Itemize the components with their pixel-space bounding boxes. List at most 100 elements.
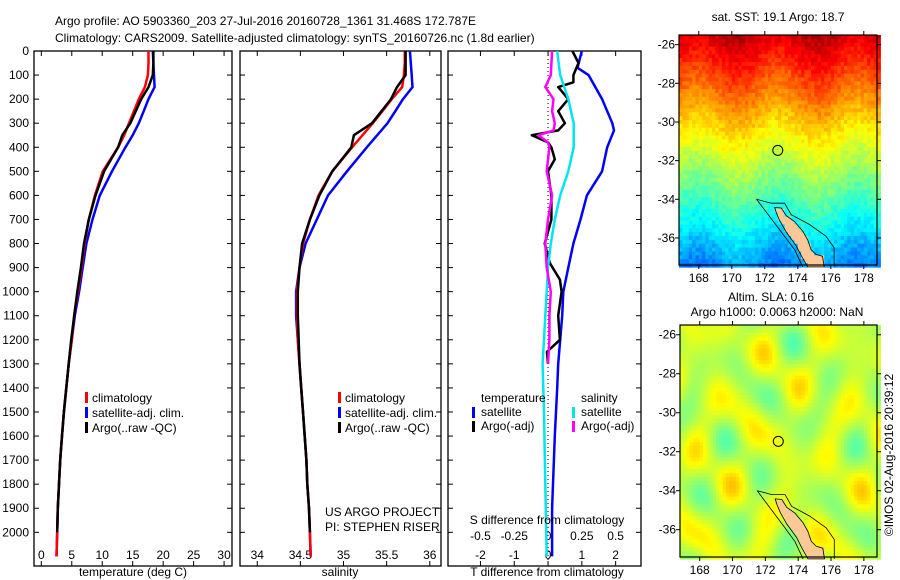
map-cell xyxy=(840,89,845,94)
map-cell xyxy=(771,58,776,63)
map-cell xyxy=(748,251,753,256)
map-cell xyxy=(811,383,816,388)
map-cell xyxy=(867,356,871,361)
map-cell xyxy=(867,38,871,44)
map-cell xyxy=(739,325,743,330)
map-cell xyxy=(682,62,687,67)
x-tick-label: 5 xyxy=(68,548,75,562)
map-cell xyxy=(804,135,809,140)
map-cell xyxy=(721,170,726,175)
map-cell xyxy=(807,73,812,79)
map-cell xyxy=(807,58,812,63)
map-cell xyxy=(794,62,799,67)
map-cell xyxy=(791,123,796,129)
map-cell xyxy=(817,54,822,59)
map-cell xyxy=(758,143,763,148)
map-cell xyxy=(821,375,826,381)
map-cell xyxy=(857,216,862,222)
map-cell xyxy=(708,236,713,241)
map-cell xyxy=(781,189,786,195)
map-cell xyxy=(695,42,700,48)
map-cell xyxy=(754,73,759,79)
map-cell xyxy=(771,170,776,175)
map-cell xyxy=(731,69,736,75)
map-cell xyxy=(778,185,782,191)
map-cell xyxy=(721,216,726,222)
map-cell xyxy=(708,139,713,144)
map-cell xyxy=(735,189,739,195)
map-cell xyxy=(728,166,733,171)
map-cell xyxy=(870,143,875,148)
map-cell xyxy=(791,42,796,48)
map-cell xyxy=(698,139,703,144)
map-cell xyxy=(784,151,789,156)
map-cell xyxy=(735,62,739,67)
map-cell xyxy=(840,239,845,245)
map-cell xyxy=(745,391,750,396)
map-cell xyxy=(801,77,805,82)
map-cell xyxy=(679,228,683,233)
map-cell xyxy=(867,69,871,75)
map-cell xyxy=(860,340,865,346)
map-cell xyxy=(706,325,711,330)
map-cell xyxy=(754,81,759,86)
map-cell xyxy=(808,356,812,361)
plot-frame xyxy=(447,50,642,567)
map-cell xyxy=(689,379,694,385)
map-cell xyxy=(817,348,822,353)
map-cell xyxy=(863,58,868,63)
map-cell xyxy=(731,228,736,233)
map-cell xyxy=(745,85,749,90)
map-cell xyxy=(698,181,703,187)
map-cell xyxy=(725,73,730,79)
map-cell xyxy=(801,96,805,102)
map-cell xyxy=(695,154,700,160)
map-cell xyxy=(830,232,835,237)
map-cell xyxy=(721,127,726,133)
map-cell xyxy=(785,340,789,346)
map-cell xyxy=(811,77,815,82)
x-tick-label: 30 xyxy=(217,548,231,562)
y-tick-label: 300 xyxy=(9,116,29,130)
map-cell xyxy=(860,356,865,361)
map-cell xyxy=(725,243,730,249)
map-cell xyxy=(827,360,832,365)
map-cell xyxy=(683,379,688,385)
map-cell xyxy=(811,166,815,171)
map-cell xyxy=(860,236,865,241)
map-cell xyxy=(850,205,855,210)
map-cell xyxy=(689,367,694,373)
map-cell xyxy=(695,174,700,179)
map-cell xyxy=(794,178,799,183)
map-cell xyxy=(718,112,723,117)
map-cell xyxy=(834,364,839,369)
map-cell xyxy=(830,239,835,245)
map-cell xyxy=(850,325,855,330)
map-cell xyxy=(817,344,822,349)
map-raster xyxy=(680,325,881,560)
map-cell xyxy=(784,147,789,152)
map-cell xyxy=(698,174,703,179)
map-cell xyxy=(797,62,802,67)
map-cell xyxy=(698,46,703,52)
map-cell xyxy=(804,344,809,349)
map-cell xyxy=(774,96,779,102)
map-cell xyxy=(827,100,832,106)
map-cell xyxy=(702,42,706,48)
map-cell xyxy=(705,131,710,137)
map-cell xyxy=(728,69,733,75)
map-cell xyxy=(847,212,852,218)
map-cell xyxy=(775,364,780,369)
map-cell xyxy=(827,120,832,125)
map-cell xyxy=(725,247,730,253)
map-cell xyxy=(726,387,730,392)
map-cell xyxy=(698,193,703,198)
map-cell xyxy=(801,108,805,113)
map-cell xyxy=(692,205,697,210)
map-cell xyxy=(738,243,743,249)
map-cell xyxy=(725,158,730,164)
map-cell xyxy=(754,62,759,67)
map-cell xyxy=(781,216,786,222)
map-cell xyxy=(873,143,878,148)
map-cell xyxy=(693,352,697,357)
